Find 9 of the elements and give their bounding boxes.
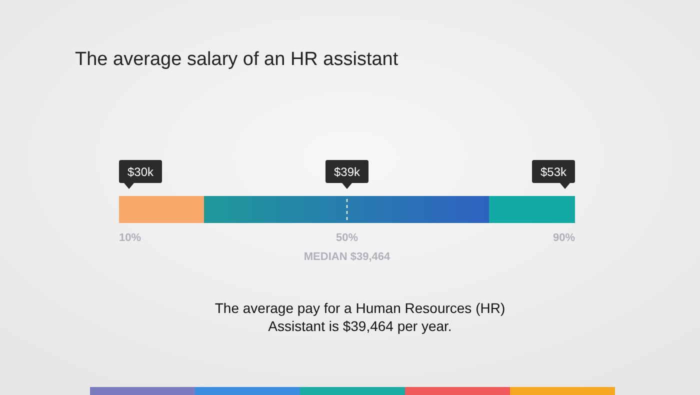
category-label: 10% (119, 232, 142, 244)
category-label: 50% (336, 232, 358, 244)
data-label: $53k (540, 165, 568, 179)
data-label: $39k (334, 165, 362, 179)
text: MEDIAN $39,464 (304, 251, 391, 263)
category-label: 90% (552, 232, 576, 244)
text: The average pay for a Human Resources (HR) Assistant is $39,464 per year. (214, 300, 506, 334)
data-label: $30k (127, 165, 155, 179)
text: The average salary of an HR assistant (75, 49, 399, 70)
